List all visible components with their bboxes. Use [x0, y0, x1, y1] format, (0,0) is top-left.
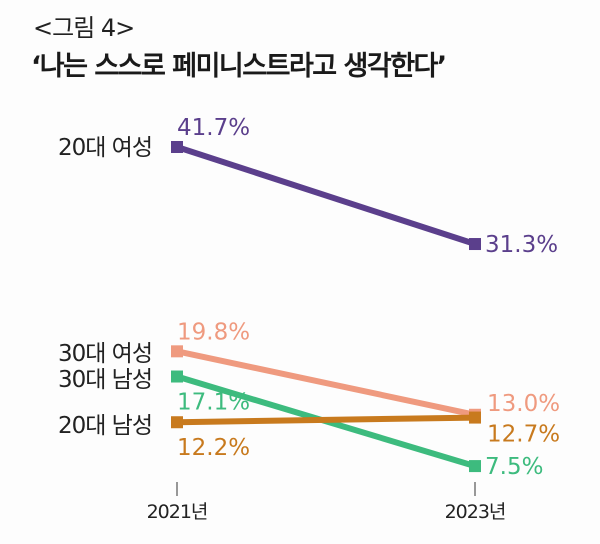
figure-label: <그림 4>: [33, 14, 135, 42]
data-marker: [171, 416, 183, 429]
data-marker: [469, 460, 481, 473]
series-name-label: 20대 여성: [58, 135, 152, 161]
series-name-label: 30대 여성: [58, 341, 152, 367]
data-label: 13.0%: [487, 391, 560, 417]
series-name-label: 30대 남성: [58, 367, 152, 393]
x-tick-label: 2023년: [445, 501, 506, 523]
data-marker: [171, 141, 183, 153]
data-label: 19.8%: [177, 319, 250, 345]
data-label: 12.2%: [177, 435, 250, 461]
data-marker: [171, 370, 183, 383]
data-marker: [469, 411, 481, 424]
data-label: 7.5%: [485, 454, 543, 480]
chart-title: ‘나는 스스로 페미니스트라고 생각한다’: [31, 51, 447, 82]
series-line: [176, 348, 476, 418]
data-marker: [171, 345, 183, 358]
data-label: 31.3%: [485, 232, 558, 258]
data-label: 41.7%: [177, 115, 250, 141]
series-line: [176, 144, 476, 247]
series-name-label: 20대 남성: [58, 413, 152, 439]
data-label: 12.7%: [487, 422, 560, 448]
x-tick-label: 2021년: [147, 501, 208, 523]
series-line: [176, 414, 476, 426]
data-marker: [469, 238, 481, 251]
data-label: 17.1%: [177, 390, 250, 416]
